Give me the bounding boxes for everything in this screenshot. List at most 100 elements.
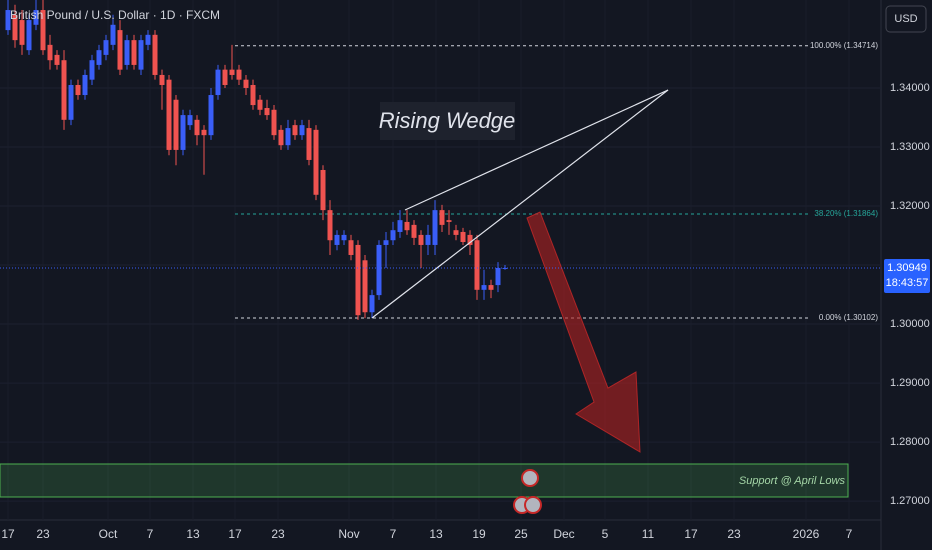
candle-body (117, 30, 123, 70)
candle-body (439, 210, 445, 225)
x-tick-label: 23 (727, 527, 741, 541)
x-tick-label: 23 (36, 527, 50, 541)
candle-body (40, 10, 46, 51)
wedge-label: Rising Wedge (379, 108, 516, 133)
candle-body (355, 244, 361, 316)
candle-body (257, 99, 263, 110)
candle-body (145, 34, 151, 45)
candle-body (313, 129, 319, 195)
last-price-box (884, 259, 930, 294)
candle-body (292, 125, 298, 136)
countdown-label: 18:43:57 (886, 277, 929, 289)
candle-body (68, 84, 74, 120)
candle-body (222, 69, 228, 85)
fib-level-label: 100.00% (1.34714) (810, 41, 878, 50)
x-tick-label: 13 (186, 527, 200, 541)
y-tick-label: 1.29000 (890, 377, 930, 389)
last-price-label: 1.30949 (887, 262, 927, 274)
x-tick-label: 5 (602, 527, 609, 541)
x-tick-label: 25 (514, 527, 528, 541)
candle-body (82, 74, 88, 96)
candle-body (110, 24, 116, 45)
currency-button[interactable] (885, 5, 927, 33)
x-tick-label: 23 (271, 527, 285, 541)
candle-body (236, 69, 242, 80)
x-tick-label: 13 (429, 527, 443, 541)
x-tick-label: 11 (642, 527, 655, 541)
candle-body (285, 128, 291, 146)
candle-body (26, 20, 32, 51)
candle-body (299, 125, 305, 136)
fib-level-label: 38.20% (1.31864) (814, 209, 878, 218)
x-tick-label: 17 (228, 527, 242, 541)
support-label: Support @ April Lows (739, 475, 846, 487)
x-tick-label: 19 (472, 527, 486, 541)
candle-body (75, 84, 81, 96)
candle-body (229, 69, 235, 75)
projection-arrow (526, 211, 641, 453)
candle-body (54, 54, 60, 65)
candle-body (376, 244, 382, 296)
candle-body (460, 231, 466, 242)
fib-level-label: 0.00% (1.30102) (819, 313, 878, 322)
candle-body (33, 10, 39, 25)
x-tick-label: 17 (684, 527, 698, 541)
y-tick-label: 1.32000 (890, 200, 930, 212)
candle-body (250, 84, 256, 106)
candle-body (369, 295, 375, 313)
candle-body (397, 220, 403, 232)
candle-body (96, 50, 102, 65)
candle-body (243, 79, 249, 88)
wedge-label-box (380, 102, 515, 140)
x-tick-label: 7 (147, 527, 154, 541)
candle-body (404, 221, 410, 231)
candle-body (327, 210, 333, 241)
candle-body (488, 285, 494, 290)
candle-body (341, 234, 347, 241)
candle-body (166, 79, 172, 150)
candle-body (432, 210, 438, 245)
candle-body (348, 240, 354, 255)
candle-body (453, 230, 459, 235)
candle-body (495, 267, 501, 286)
candle-body (159, 74, 165, 85)
support-zone (0, 463, 849, 498)
x-tick-label: 7 (846, 527, 853, 541)
candle-body (47, 44, 53, 61)
x-tick-label: Dec (553, 527, 574, 541)
candle-body (180, 115, 186, 150)
candle-body (278, 129, 284, 146)
chart-title: British Pound / U.S. Dollar · 1D · FXCM (10, 8, 220, 22)
x-tick-label: Oct (99, 527, 118, 541)
event-icon[interactable] (521, 469, 539, 487)
candle-body (103, 40, 109, 55)
x-tick-label: 17 (1, 527, 15, 541)
candle-body (390, 230, 396, 241)
candle-body (334, 234, 340, 245)
wedge-upper-line (404, 89, 669, 211)
y-tick-label: 1.30000 (890, 318, 930, 330)
candle-body (19, 20, 25, 45)
candle-body (201, 129, 207, 136)
y-tick-label: 1.28000 (890, 436, 930, 448)
candle-body (446, 220, 452, 222)
candle-body (12, 14, 18, 41)
y-tick-label: 1.27000 (890, 495, 930, 507)
y-tick-label: 1.34000 (890, 82, 930, 94)
currency-label[interactable]: USD (894, 13, 917, 25)
candle-body (467, 234, 473, 245)
candle-body (194, 119, 200, 136)
x-tick-label: Nov (338, 527, 359, 541)
candle-body (306, 128, 312, 160)
candle-body (362, 260, 368, 313)
candle-body (89, 60, 95, 80)
candle-body (411, 224, 417, 238)
candle-body (131, 40, 137, 65)
event-icon[interactable] (524, 496, 542, 514)
wedge-lower-line (371, 89, 669, 319)
candle-body (320, 169, 326, 211)
candle-body (425, 234, 431, 245)
candle-body (138, 40, 144, 70)
